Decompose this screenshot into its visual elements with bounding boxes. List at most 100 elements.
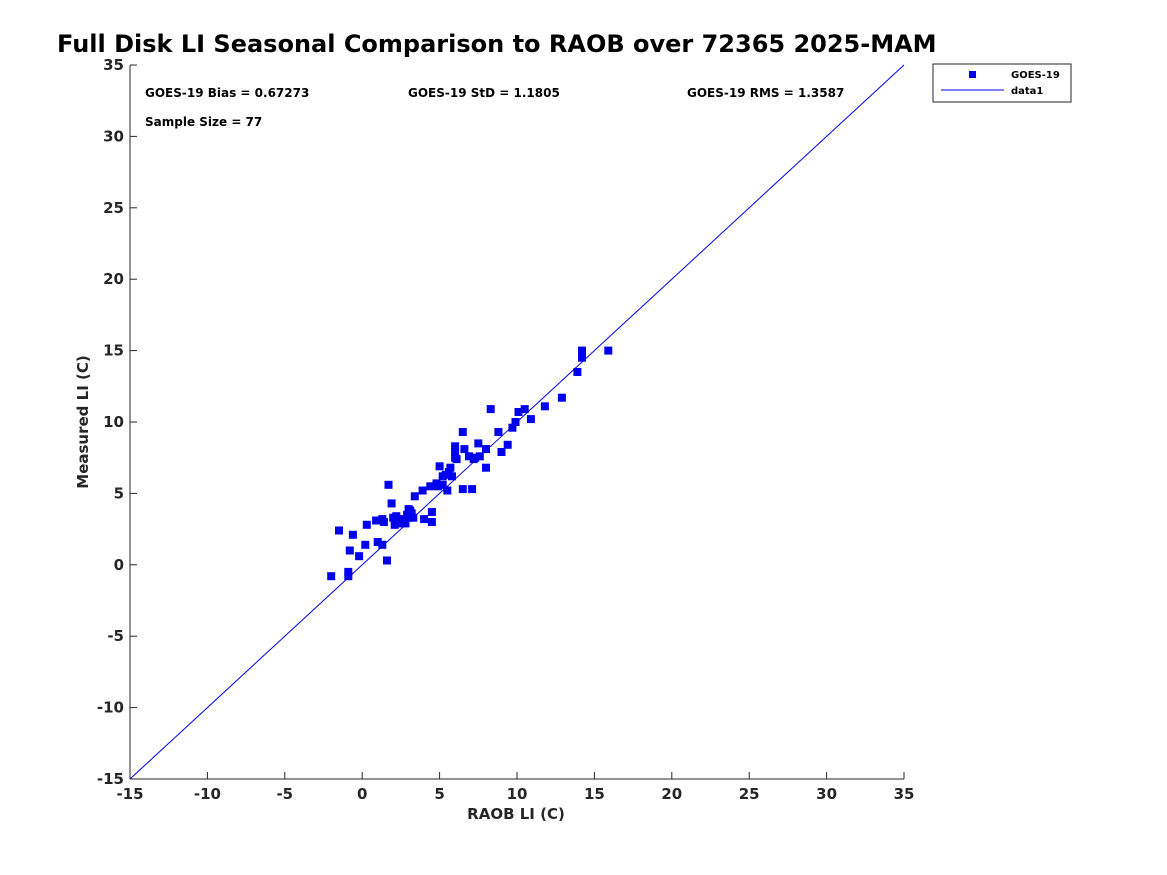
- y-tick-label: 0: [114, 556, 124, 574]
- data-point-33: [427, 508, 436, 516]
- legend-box: [932, 63, 1072, 103]
- data-point-71: [404, 505, 413, 514]
- data-point-57: [497, 448, 506, 456]
- y-tick-label: 10: [103, 413, 124, 431]
- data-point-18: [390, 520, 399, 529]
- y-tick-label: 15: [103, 342, 124, 360]
- data-point-14: [383, 556, 391, 565]
- data-point-51: [474, 439, 483, 448]
- data-point-43: [451, 448, 460, 456]
- data-point-38: [443, 486, 452, 495]
- data-point-31: [426, 482, 435, 491]
- data-point-9: [372, 516, 381, 525]
- data-point-46: [458, 485, 467, 494]
- data-point-12: [378, 540, 387, 549]
- data-point-59: [508, 423, 517, 432]
- data-point-58: [503, 440, 512, 449]
- legend-label-goes19: GOES-19: [1011, 70, 1060, 81]
- data-point-74: [471, 453, 480, 462]
- data-point-63: [526, 415, 535, 424]
- data-point-48: [465, 452, 473, 461]
- data-point-47: [460, 445, 469, 454]
- chart-title: Full Disk LI Seasonal Comparison to RAOB…: [57, 30, 937, 58]
- data-point-15: [384, 480, 393, 489]
- data-point-3: [344, 572, 353, 581]
- data-point-24: [404, 513, 413, 522]
- data-point-29: [418, 486, 427, 495]
- x-axis-ticks: -15 -10 -5 0 5 10 15 20 25 30 35: [116, 772, 914, 803]
- data-point-5: [348, 530, 357, 539]
- data-point-4: [345, 546, 354, 555]
- data-point-35: [435, 462, 444, 471]
- data-point-53: [482, 445, 490, 454]
- data-point-76: [434, 482, 443, 491]
- data-point-26: [407, 509, 416, 518]
- data-point-8: [362, 520, 371, 529]
- data-point-73: [451, 453, 460, 462]
- data-point-21: [398, 515, 407, 524]
- data-point-28: [410, 492, 419, 501]
- x-tick-label: 20: [661, 785, 682, 803]
- data-point-1: [335, 526, 343, 535]
- data-point-68: [578, 346, 586, 355]
- data-point-72: [438, 472, 447, 481]
- legend: GOES-19 data1: [932, 63, 1072, 103]
- y-tick-label: -10: [97, 699, 124, 717]
- data-point-2: [344, 567, 353, 576]
- sample-size-annotation: Sample Size = 77: [145, 115, 262, 129]
- x-tick-label: -10: [194, 785, 221, 803]
- x-tick-label: 0: [357, 785, 367, 803]
- data-point-49: [468, 485, 477, 494]
- data-point-36: [438, 480, 447, 489]
- x-tick-label: 25: [739, 785, 760, 803]
- bias-annotation: GOES-19 Bias = 0.67273: [145, 86, 309, 100]
- data-point-66: [573, 368, 582, 376]
- x-tick-label: -5: [276, 785, 293, 803]
- data-point-10: [373, 538, 382, 546]
- x-tick-label: 10: [507, 785, 528, 803]
- data-point-64: [540, 402, 549, 411]
- x-axis-label: RAOB LI (C): [467, 805, 565, 823]
- data-point-7: [361, 540, 370, 549]
- data-point-56: [494, 428, 503, 436]
- data-point-70: [393, 516, 402, 525]
- data-point-55: [486, 405, 495, 414]
- data-point-32: [427, 518, 436, 526]
- std-annotation: GOES-19 StD = 1.1805: [408, 86, 560, 100]
- data-point-0: [327, 572, 336, 581]
- legend-label-data1: data1: [1011, 86, 1043, 97]
- data-point-45: [458, 428, 467, 436]
- data-point-30: [420, 515, 429, 524]
- data-point-40: [446, 463, 455, 472]
- data-point-69: [604, 346, 613, 355]
- data-point-39: [444, 468, 453, 476]
- data-point-62: [520, 405, 529, 414]
- y-tick-label: 35: [103, 56, 124, 74]
- data-point-54: [482, 463, 490, 472]
- y-tick-label: -15: [97, 770, 124, 788]
- y-tick-label: -5: [107, 627, 124, 645]
- data-point-19: [392, 512, 401, 521]
- data-point-65: [557, 393, 566, 402]
- data-point-75: [398, 519, 407, 528]
- data-point-6: [355, 552, 364, 561]
- x-tick-label: -15: [116, 785, 143, 803]
- y-axis-label: Measured LI (C): [74, 355, 92, 488]
- data-point-67: [578, 353, 586, 362]
- data-marks: [129, 64, 905, 780]
- y-tick-label: 25: [103, 199, 124, 217]
- data-point-52: [475, 452, 484, 461]
- x-tick-label: 30: [816, 785, 837, 803]
- data-point-16: [387, 499, 396, 508]
- data-point-13: [379, 518, 388, 526]
- y-tick-label: 5: [114, 484, 124, 502]
- data-point-61: [514, 408, 523, 416]
- data-point-27: [409, 513, 418, 522]
- y-axis-ticks: -15 -10 -5 0 5 10 15 20 25 30 35: [97, 56, 137, 788]
- y-tick-label: 20: [103, 270, 124, 288]
- data-point-42: [451, 442, 460, 451]
- y-tick-label: 30: [103, 127, 124, 145]
- data-point-60: [511, 418, 520, 426]
- legend-square-marker-icon: [969, 71, 976, 78]
